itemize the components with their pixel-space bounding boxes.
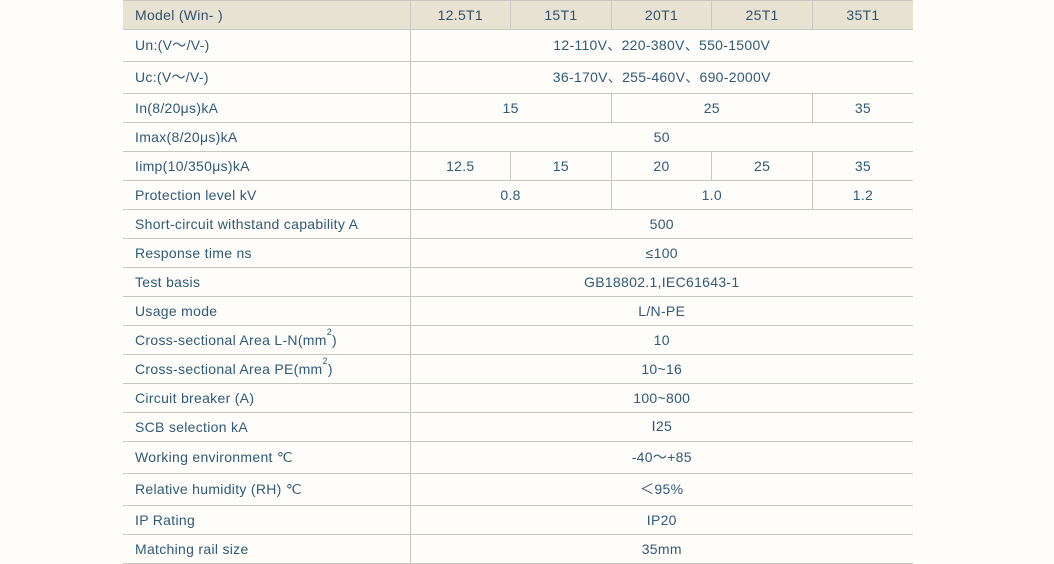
row-label: Response time ns xyxy=(123,239,410,268)
spec-table-wrap: Model (Win- ) 12.5T1 15T1 20T1 25T1 35T1… xyxy=(123,0,913,564)
row-value: ＜95% xyxy=(410,474,913,506)
row-env: Working environment ℃ -40～+85 xyxy=(123,442,913,474)
row-value: 10 xyxy=(410,326,913,355)
row-label: Short-circuit withstand capability A xyxy=(123,210,410,239)
row-in: In(8/20μs)kA 15 25 35 xyxy=(123,94,913,123)
row-label: Uc:(V～/V-) xyxy=(123,62,410,94)
row-value: 35 xyxy=(812,152,913,181)
row-scb: SCB selection kA Ⅰ25 xyxy=(123,413,913,442)
row-label: SCB selection kA xyxy=(123,413,410,442)
row-value: 36-170V、255-460V、690-2000V xyxy=(410,62,913,94)
row-value: 15 xyxy=(511,152,612,181)
row-label: Matching rail size xyxy=(123,535,410,564)
row-value: 50 xyxy=(410,123,913,152)
row-value: 1.0 xyxy=(611,181,812,210)
row-usage: Usage mode L/N-PE xyxy=(123,297,913,326)
row-value: 25 xyxy=(611,94,812,123)
row-label: Circuit breaker (A) xyxy=(123,384,410,413)
row-value: 10~16 xyxy=(410,355,913,384)
row-rh: Relative humidity (RH) ℃ ＜95% xyxy=(123,474,913,506)
row-short: Short-circuit withstand capability A 500 xyxy=(123,210,913,239)
row-label: IP Rating xyxy=(123,506,410,535)
row-label: Protection level kV xyxy=(123,181,410,210)
header-col-4: 35T1 xyxy=(812,1,913,30)
row-label: In(8/20μs)kA xyxy=(123,94,410,123)
row-value: 35mm xyxy=(410,535,913,564)
row-imax: Imax(8/20μs)kA 50 xyxy=(123,123,913,152)
row-label: Cross-sectional Area PE(mm2) xyxy=(123,355,410,384)
row-prot: Protection level kV 0.8 1.0 1.2 xyxy=(123,181,913,210)
row-value: IP20 xyxy=(410,506,913,535)
table-header-row: Model (Win- ) 12.5T1 15T1 20T1 25T1 35T1 xyxy=(123,1,913,30)
row-label: Working environment ℃ xyxy=(123,442,410,474)
header-col-1: 15T1 xyxy=(511,1,612,30)
row-value: 35 xyxy=(812,94,913,123)
row-label: Iimp(10/350μs)kA xyxy=(123,152,410,181)
row-value: 12-110V、220-380V、550-1500V xyxy=(410,30,913,62)
row-csa-ln: Cross-sectional Area L-N(mm2) 10 xyxy=(123,326,913,355)
row-label: Relative humidity (RH) ℃ xyxy=(123,474,410,506)
row-rail: Matching rail size 35mm xyxy=(123,535,913,564)
row-value: 12.5 xyxy=(410,152,511,181)
header-col-2: 20T1 xyxy=(611,1,712,30)
row-value: GB18802.1,IEC61643-1 xyxy=(410,268,913,297)
row-label: Un:(V～/V-) xyxy=(123,30,410,62)
row-un: Un:(V～/V-) 12-110V、220-380V、550-1500V xyxy=(123,30,913,62)
row-csa-pe: Cross-sectional Area PE(mm2) 10~16 xyxy=(123,355,913,384)
row-iimp: Iimp(10/350μs)kA 12.5 15 20 25 35 xyxy=(123,152,913,181)
header-col-0: 12.5T1 xyxy=(410,1,511,30)
row-resp: Response time ns ≤100 xyxy=(123,239,913,268)
row-value: 500 xyxy=(410,210,913,239)
row-value: 15 xyxy=(410,94,611,123)
row-value: 25 xyxy=(712,152,813,181)
row-value: ≤100 xyxy=(410,239,913,268)
row-value: 20 xyxy=(611,152,712,181)
row-value: 1.2 xyxy=(812,181,913,210)
row-uc: Uc:(V～/V-) 36-170V、255-460V、690-2000V xyxy=(123,62,913,94)
row-value: 0.8 xyxy=(410,181,611,210)
row-test: Test basis GB18802.1,IEC61643-1 xyxy=(123,268,913,297)
row-value: Ⅰ25 xyxy=(410,413,913,442)
row-value: L/N-PE xyxy=(410,297,913,326)
row-label: Test basis xyxy=(123,268,410,297)
row-label: Imax(8/20μs)kA xyxy=(123,123,410,152)
row-ip: IP Rating IP20 xyxy=(123,506,913,535)
row-label: Usage mode xyxy=(123,297,410,326)
row-cb: Circuit breaker (A) 100~800 xyxy=(123,384,913,413)
header-label: Model (Win- ) xyxy=(123,1,410,30)
row-value: -40～+85 xyxy=(410,442,913,474)
header-col-3: 25T1 xyxy=(712,1,813,30)
row-value: 100~800 xyxy=(410,384,913,413)
row-label: Cross-sectional Area L-N(mm2) xyxy=(123,326,410,355)
spec-table: Model (Win- ) 12.5T1 15T1 20T1 25T1 35T1… xyxy=(123,0,913,564)
